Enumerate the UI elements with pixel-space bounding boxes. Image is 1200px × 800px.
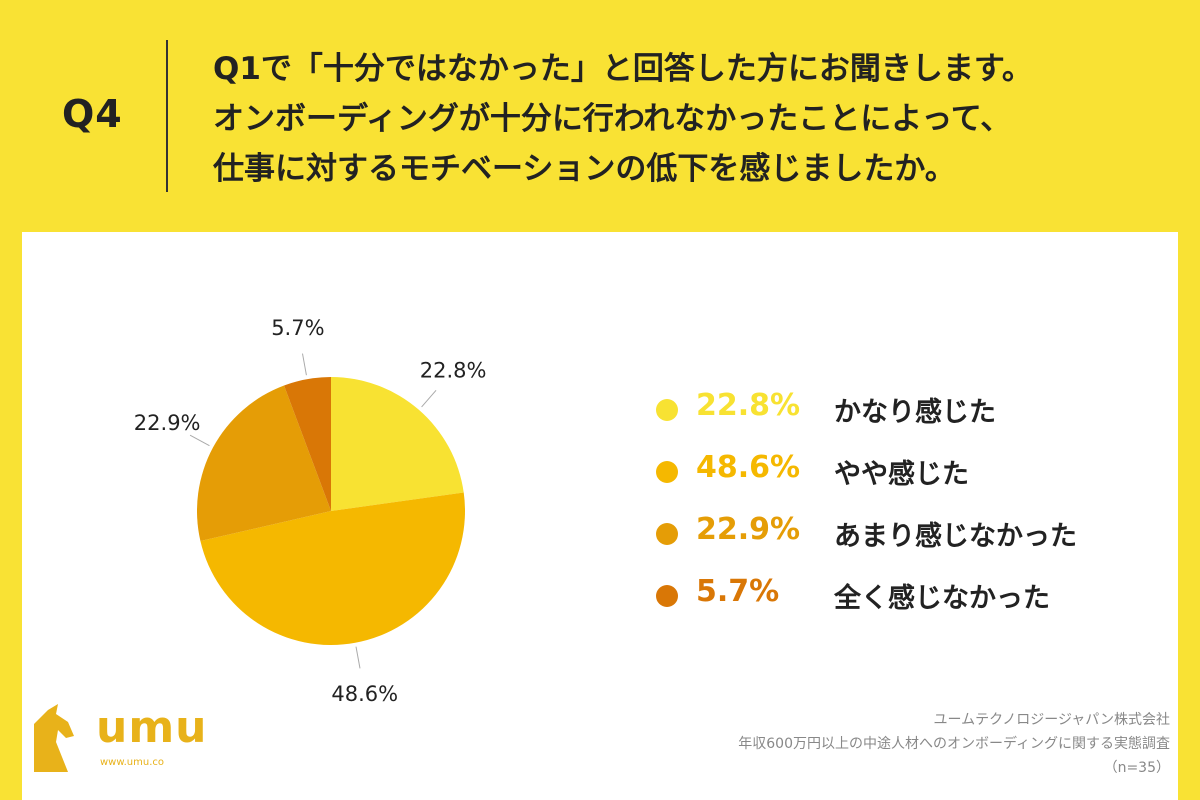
pie-leader-line <box>421 389 437 408</box>
question-line: Q1で「十分ではなかった」と回答した方にお聞きします。 <box>213 51 1033 87</box>
pie-leader-line <box>302 353 307 376</box>
question-line: オンボーディングが十分に行われなかったことによって、 <box>213 101 1012 137</box>
legend-item: 5.7% 全く感じなかった <box>654 570 1134 632</box>
legend-percent: 5.7% <box>696 574 780 609</box>
header: Q4 Q1で「十分ではなかった」と回答した方にお聞きします。 オンボーディングが… <box>0 0 1200 230</box>
legend-item: 22.8% かなり感じた <box>654 384 1134 446</box>
pie-slice <box>284 377 331 511</box>
legend-label: あまり感じなかった <box>834 521 1077 552</box>
logo-shape <box>34 704 74 772</box>
question-line: 仕事に対するモチベーションの低下を感じましたか。 <box>213 151 956 187</box>
legend-item: 48.6% やや感じた <box>654 446 1134 508</box>
pie-leader-line <box>189 434 210 447</box>
umu-logo: umu www.umu.co <box>28 702 208 782</box>
header-divider <box>166 40 168 192</box>
footer-company: ユームテクノロジージャパン株式会社 <box>933 712 1170 728</box>
pie-slice <box>331 377 464 511</box>
legend-percent: 22.9% <box>696 512 801 547</box>
question-text: Q1で「十分ではなかった」と回答した方にお聞きします。 オンボーディングが十分に… <box>213 44 1173 194</box>
legend: 22.8% かなり感じた 48.6% やや感じた 22.9% あまり感じなかった… <box>654 384 1134 632</box>
pie-data-label: 5.7% <box>271 316 324 340</box>
pie-slice <box>200 492 466 645</box>
pie-leader-line <box>355 646 361 669</box>
legend-item: 22.9% あまり感じなかった <box>654 508 1134 570</box>
legend-label: 全く感じなかった <box>834 583 1050 614</box>
question-number: Q4 <box>62 92 123 136</box>
pie-data-label: 22.8% <box>420 359 487 383</box>
chart-panel: 22.8% 48.6% 22.9% 5.7% 22.8% かなり感じた 48.6% や… <box>22 232 1178 800</box>
footer-sample: （n=35） <box>1103 760 1170 776</box>
legend-swatch <box>656 461 678 483</box>
legend-swatch <box>656 585 678 607</box>
pie-slice <box>197 385 331 542</box>
legend-label: やや感じた <box>834 459 969 490</box>
footer-survey: 年収600万円以上の中途人材へのオンボーディングに関する実態調査 <box>738 736 1170 752</box>
logo-url: www.umu.co <box>100 757 165 768</box>
legend-label: かなり感じた <box>834 397 996 428</box>
source-note: ユームテクノロジージャパン株式会社 年収600万円以上の中途人材へのオンボーディ… <box>610 708 1170 780</box>
legend-swatch <box>656 399 678 421</box>
legend-swatch <box>656 523 678 545</box>
pie-chart: 22.8% 48.6% 22.9% 5.7% <box>134 316 487 706</box>
pie-data-label: 48.6% <box>331 682 398 706</box>
horse-logo-icon <box>34 704 74 772</box>
legend-percent: 48.6% <box>696 450 801 485</box>
legend-percent: 22.8% <box>696 388 801 423</box>
logo-wordmark: umu <box>96 702 208 753</box>
pie-data-label: 22.9% <box>134 411 201 435</box>
